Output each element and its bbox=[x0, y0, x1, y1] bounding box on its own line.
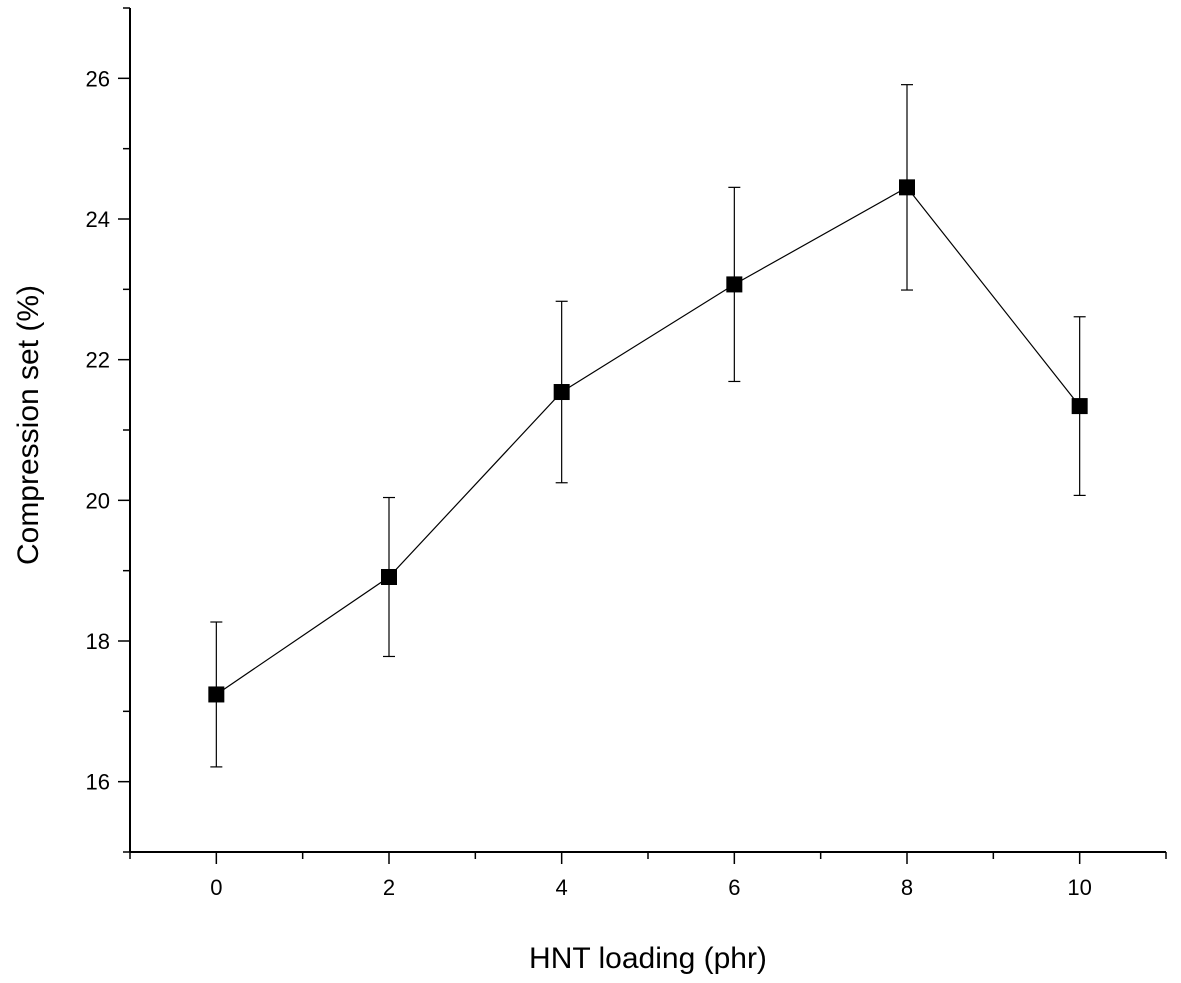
y-tick-label: 22 bbox=[86, 348, 110, 373]
series-line bbox=[215, 186, 1081, 695]
x-tick-label: 4 bbox=[556, 875, 568, 900]
y-tick-label: 26 bbox=[86, 66, 110, 91]
y-tick-label: 16 bbox=[86, 770, 110, 795]
x-tick-label: 2 bbox=[383, 875, 395, 900]
data-point bbox=[1071, 398, 1088, 415]
x-tick-label: 8 bbox=[901, 875, 913, 900]
x-tick-label: 0 bbox=[210, 875, 222, 900]
y-axis-title: Compression set (%) bbox=[12, 285, 45, 565]
data-marks bbox=[208, 84, 1088, 768]
data-point bbox=[553, 384, 570, 401]
y-tick-label: 20 bbox=[86, 488, 110, 513]
data-point bbox=[899, 179, 915, 196]
x-tick-label: 10 bbox=[1067, 875, 1091, 900]
y-tick-label: 18 bbox=[86, 629, 110, 654]
x-axis-title: HNT loading (phr) bbox=[529, 942, 767, 975]
x-tick-label: 6 bbox=[728, 875, 740, 900]
data-point bbox=[726, 276, 743, 293]
data-point bbox=[208, 686, 225, 703]
y-tick-label: 24 bbox=[86, 207, 110, 232]
data-point bbox=[381, 568, 397, 585]
